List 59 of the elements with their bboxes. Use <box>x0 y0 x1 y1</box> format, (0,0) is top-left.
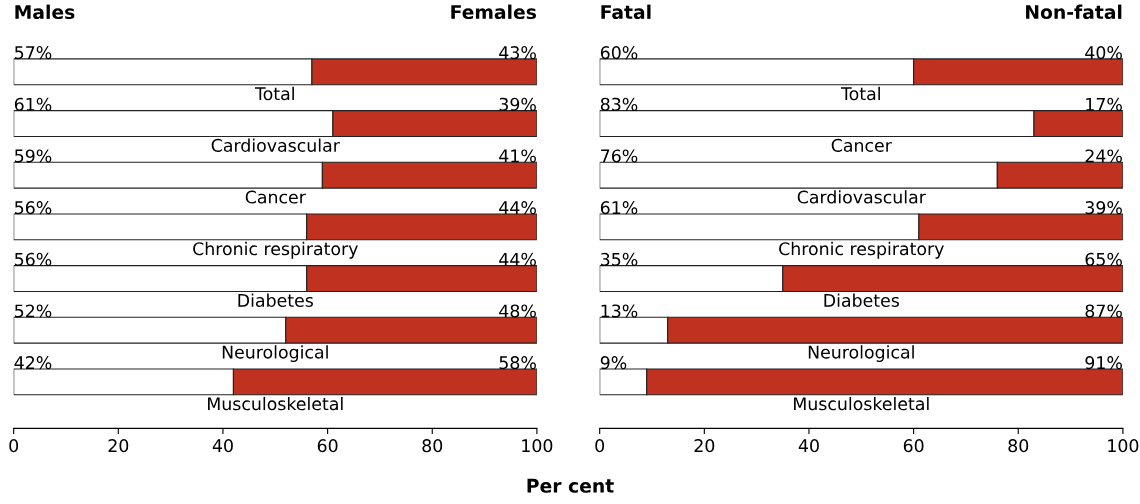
category-label: Cancer <box>245 190 306 204</box>
x-tick-label: 60 <box>317 439 338 453</box>
data-label: 13% <box>601 304 638 318</box>
category-label: Musculoskeletal <box>794 396 929 411</box>
x-tick-label: 100 <box>1108 439 1139 453</box>
category-label: Total <box>840 86 880 101</box>
data-label: 41% <box>499 149 536 163</box>
x-tick-label: 20 <box>694 439 715 453</box>
data-label: 65% <box>1085 252 1122 266</box>
data-label: 39% <box>1085 201 1122 215</box>
data-label: 59% <box>15 149 52 163</box>
category-label: Neurological <box>222 345 328 362</box>
x-tick-label: 80 <box>1008 439 1029 453</box>
data-label: 43% <box>499 46 536 60</box>
category-label: Diabetes <box>824 293 899 307</box>
x-axis-title: Per cent <box>527 478 614 493</box>
category-label: Diabetes <box>238 293 313 307</box>
category-label: Chronic respiratory <box>193 241 358 259</box>
text: Males <box>15 4 75 20</box>
x-tick-label: 60 <box>903 439 924 453</box>
data-label: 48% <box>499 304 536 318</box>
text: Non-fatal <box>1026 4 1122 20</box>
category-label: Musculoskeletal <box>208 396 343 411</box>
data-label: 40% <box>1085 46 1122 60</box>
data-label: 42% <box>14 356 52 370</box>
data-label: 61% <box>600 201 638 215</box>
data-label: 17% <box>1086 97 1122 111</box>
data-label: 44% <box>499 252 536 266</box>
data-label: 56% <box>15 252 52 266</box>
data-label: 60% <box>600 46 638 60</box>
x-tick-label: 20 <box>108 439 129 453</box>
data-label: 76% <box>601 149 638 163</box>
x-tick-label: 40 <box>212 439 233 453</box>
x-tick-label: 0 <box>9 439 19 453</box>
data-label: 24% <box>1085 149 1122 163</box>
category-label: Chronic respiratory <box>779 241 944 259</box>
category-label: Cancer <box>831 138 892 152</box>
category-label: Neurological <box>808 345 914 362</box>
category-label: Cardiovascular <box>211 138 340 152</box>
data-label: 91% <box>1085 356 1122 370</box>
data-label: 44% <box>499 201 536 215</box>
data-label: 87% <box>1085 304 1122 318</box>
data-label: 9% <box>600 356 627 370</box>
text: Fatal <box>601 4 651 20</box>
data-label: 83% <box>600 97 638 111</box>
data-label: 35% <box>601 252 638 266</box>
data-label: 52% <box>15 304 52 318</box>
x-tick-label: 0 <box>595 439 605 453</box>
x-tick-label: 100 <box>522 439 553 453</box>
x-tick-label: 80 <box>422 439 443 453</box>
category-label: Total <box>254 86 294 101</box>
data-label: 56% <box>15 201 52 215</box>
category-label: Cardiovascular <box>797 190 926 204</box>
data-label: 39% <box>499 97 536 111</box>
data-label: 61% <box>14 97 52 111</box>
data-label: 58% <box>499 356 536 370</box>
x-tick-label: 40 <box>798 439 819 453</box>
data-label: 57% <box>15 46 52 60</box>
text: Females <box>451 4 536 20</box>
